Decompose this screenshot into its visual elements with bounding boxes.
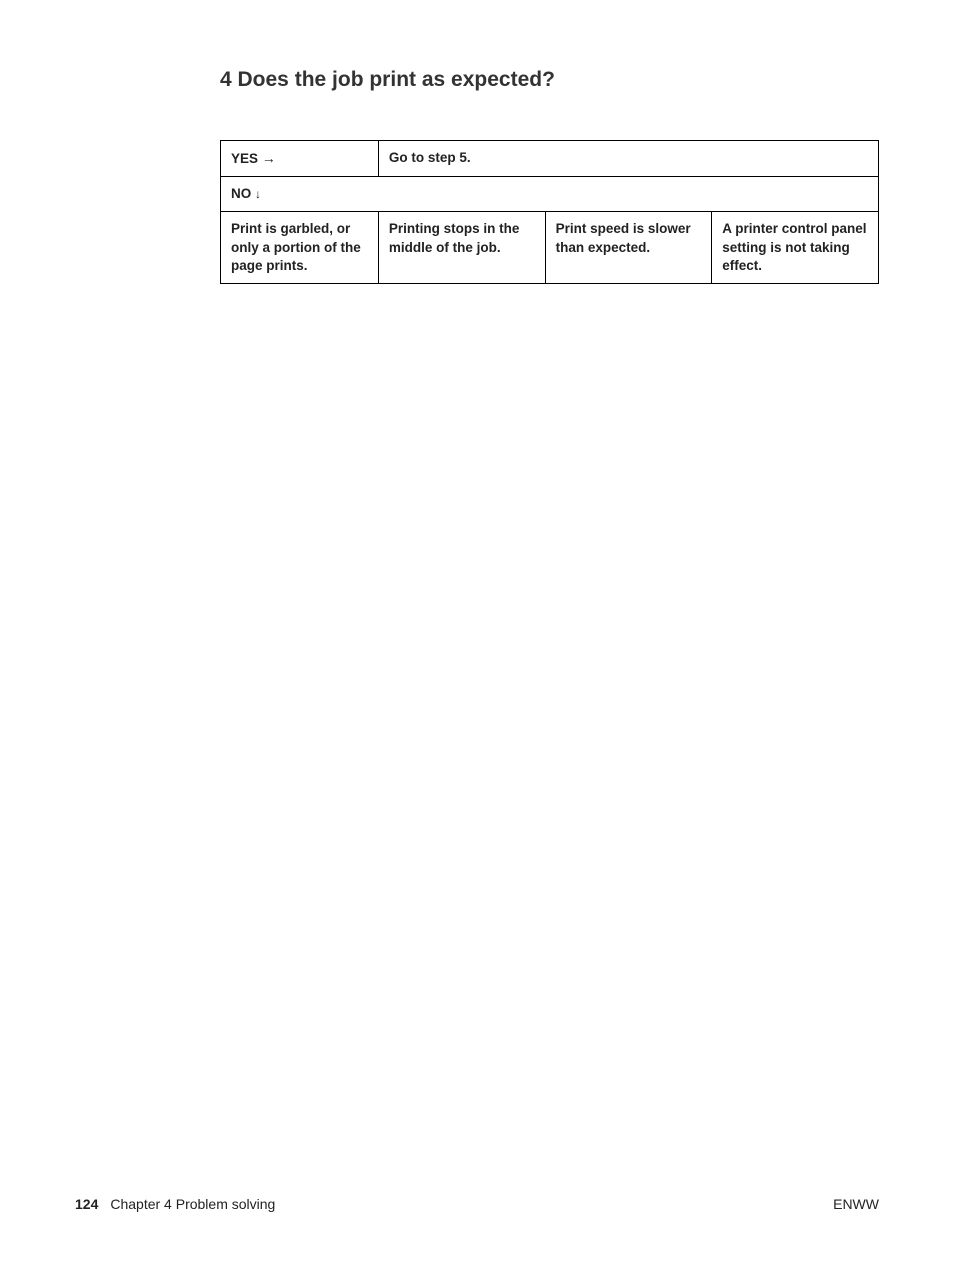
symptom-stops: Printing stops in the middle of the job. [378,212,545,284]
yes-row: YES → Go to step 5. [221,141,879,177]
yes-cell: YES → [221,141,379,177]
right-arrow-icon: → [262,150,276,166]
footer-right: ENWW [833,1196,879,1212]
page-number: 124 [75,1196,98,1212]
footer-left: 124 Chapter 4 Problem solving [75,1196,275,1212]
no-label: NO [231,186,251,201]
no-row: NO ↓ [221,177,879,212]
down-arrow-icon: ↓ [255,187,261,201]
section-heading: 4 Does the job print as expected? [220,68,879,92]
no-cell: NO ↓ [221,177,879,212]
symptoms-row: Print is garbled, or only a portion of t… [221,212,879,284]
troubleshoot-table: YES → Go to step 5. NO ↓ Print is garble… [220,140,879,284]
symptom-setting: A printer control panel setting is not t… [712,212,879,284]
yes-action-cell: Go to step 5. [378,141,878,177]
yes-label: YES [231,151,258,166]
page-footer: 124 Chapter 4 Problem solving ENWW [75,1196,879,1212]
symptom-slow: Print speed is slower than expected. [545,212,712,284]
symptom-garbled: Print is garbled, or only a portion of t… [221,212,379,284]
chapter-label: Chapter 4 Problem solving [110,1196,275,1212]
